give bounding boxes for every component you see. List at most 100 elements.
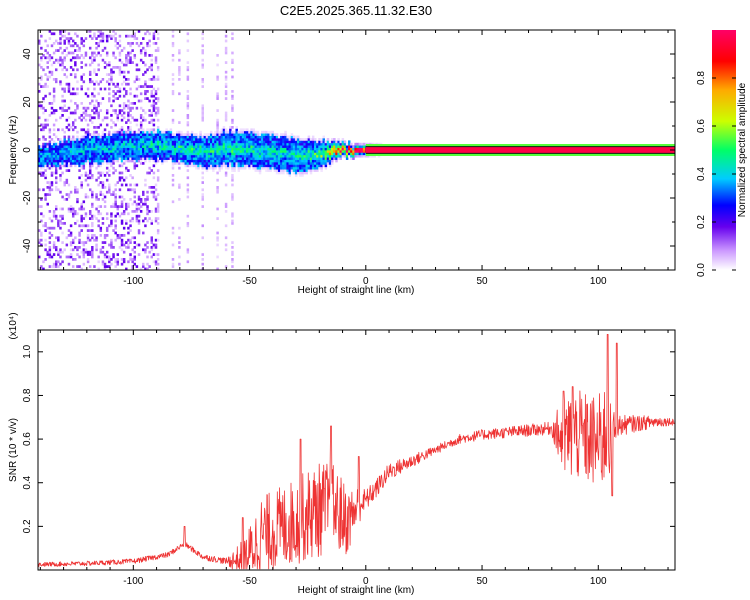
spectrogram-cell xyxy=(152,133,156,136)
spectrogram-cell xyxy=(195,159,198,163)
spectrogram-cell xyxy=(326,147,330,151)
spectrogram-cell xyxy=(120,82,124,86)
spectrogram-cell xyxy=(57,164,60,168)
spectrogram-cell xyxy=(114,205,117,208)
spectrogram-cell xyxy=(178,140,181,144)
spectrogram-cell xyxy=(80,207,83,211)
spectrogram-cell xyxy=(127,82,130,86)
snr-y-ticks: 0.20.40.60.81.0 xyxy=(22,344,675,533)
spectrogram-cell xyxy=(93,145,96,148)
spectrogram-cell xyxy=(144,133,147,136)
spectrogram-cell xyxy=(139,210,143,213)
spectrogram-cell xyxy=(273,162,277,165)
spectrogram-cell xyxy=(195,135,198,139)
spectrogram-cell xyxy=(197,142,200,146)
spectrogram-cell xyxy=(61,147,64,151)
spectrogram-cell xyxy=(263,138,266,141)
spectrogram-cell xyxy=(76,200,79,204)
spectrogram-cell xyxy=(86,260,90,264)
spectrogram-cell xyxy=(103,157,107,160)
spectrogram-cell xyxy=(110,222,113,225)
spectrogram-cell xyxy=(195,147,198,151)
spectrogram-cell xyxy=(144,154,147,158)
spectrogram-cell xyxy=(82,166,86,170)
spectrogram-cell xyxy=(71,56,75,60)
spectrogram-cell xyxy=(333,138,336,141)
spectrogram-cell xyxy=(148,128,151,132)
spectrogram-cell xyxy=(97,44,100,48)
spectrogram-cell xyxy=(116,154,120,158)
spectrogram-cell xyxy=(118,152,122,156)
spectrogram-cell xyxy=(103,154,107,158)
spectrogram-cell xyxy=(78,176,81,180)
spectrogram-cell xyxy=(171,154,175,158)
spectrogram-cell xyxy=(97,34,100,38)
spectrogram-cell xyxy=(91,202,94,206)
spectrogram-cell xyxy=(99,162,103,165)
spectrogram-cell xyxy=(271,140,275,144)
spectrogram-cell xyxy=(135,123,139,127)
spectrogram-cell xyxy=(40,238,43,242)
spectrogram-cell xyxy=(178,58,181,62)
spectrogram-cell xyxy=(74,92,77,96)
spectrogram-cell xyxy=(93,130,96,134)
spectrogram-cell xyxy=(178,166,181,170)
spectrogram-cell xyxy=(105,51,109,55)
spectrogram-cell xyxy=(311,140,315,144)
spectrogram-cell xyxy=(61,250,64,254)
spectrogram-cell xyxy=(222,126,226,129)
spectrogram-cell xyxy=(152,123,156,127)
spectrogram-cell xyxy=(80,214,83,218)
spectrogram-cell xyxy=(97,212,100,216)
spectrogram-cell xyxy=(258,171,262,175)
colorbar-tick-label: 0.4 xyxy=(696,167,707,181)
spectrogram-cell xyxy=(271,138,275,141)
spectrogram-cell xyxy=(61,142,64,146)
spectrogram-cell xyxy=(180,147,183,151)
spectrogram-cell xyxy=(101,32,105,36)
spectrogram-cell xyxy=(226,142,230,146)
spectrogram-cell xyxy=(52,133,56,136)
spectrogram-cell xyxy=(54,166,58,170)
spectrogram-cell xyxy=(95,126,98,129)
spectrogram-cell xyxy=(125,219,128,223)
spectrogram-x-axis-label: Height of straight line (km) xyxy=(298,285,415,296)
spectrogram-cell xyxy=(93,147,96,151)
spectrogram-cell xyxy=(137,219,141,223)
x-tick-label: -100 xyxy=(123,576,143,587)
spectrogram-cell xyxy=(195,166,198,170)
spectrogram-cell xyxy=(103,142,107,146)
spectrogram-cell xyxy=(150,66,154,69)
spectrogram-cell xyxy=(110,126,113,129)
spectrogram-x-ticks: -100 -50 0 50 100 xyxy=(39,30,669,287)
spectrogram-cell xyxy=(95,46,98,50)
spectrogram-cell xyxy=(54,188,58,192)
spectrogram-cell xyxy=(116,260,120,264)
spectrogram-cell xyxy=(254,142,258,146)
spectrogram-cell xyxy=(46,145,49,148)
spectrogram-cell xyxy=(108,61,111,64)
spectrogram-cell xyxy=(69,224,73,228)
spectrogram-cell xyxy=(203,145,207,148)
spectrogram-cell xyxy=(142,116,145,120)
spectrogram-cell xyxy=(67,116,71,120)
spectrogram-cell xyxy=(233,142,236,146)
spectrogram-cell xyxy=(250,159,253,163)
spectrogram-cell xyxy=(122,142,126,146)
spectrogram-cell xyxy=(80,241,83,244)
spectrogram-cell xyxy=(82,116,86,120)
spectrogram-cell xyxy=(139,205,143,208)
spectrogram-cell xyxy=(186,159,190,163)
spectrogram-cell xyxy=(311,162,315,165)
spectrogram-cell xyxy=(205,147,209,151)
spectrogram-cell xyxy=(271,152,275,156)
spectrogram-cell xyxy=(201,154,204,158)
spectrogram-cell xyxy=(333,140,336,144)
spectrogram-cell xyxy=(159,138,162,141)
spectrogram-cell xyxy=(186,145,190,148)
spectrogram-cell xyxy=(101,118,105,122)
spectrogram-cell xyxy=(95,166,98,170)
spectrogram-cell xyxy=(38,238,41,242)
spectrogram-cell xyxy=(118,246,122,249)
spectrogram-cell xyxy=(203,147,207,151)
